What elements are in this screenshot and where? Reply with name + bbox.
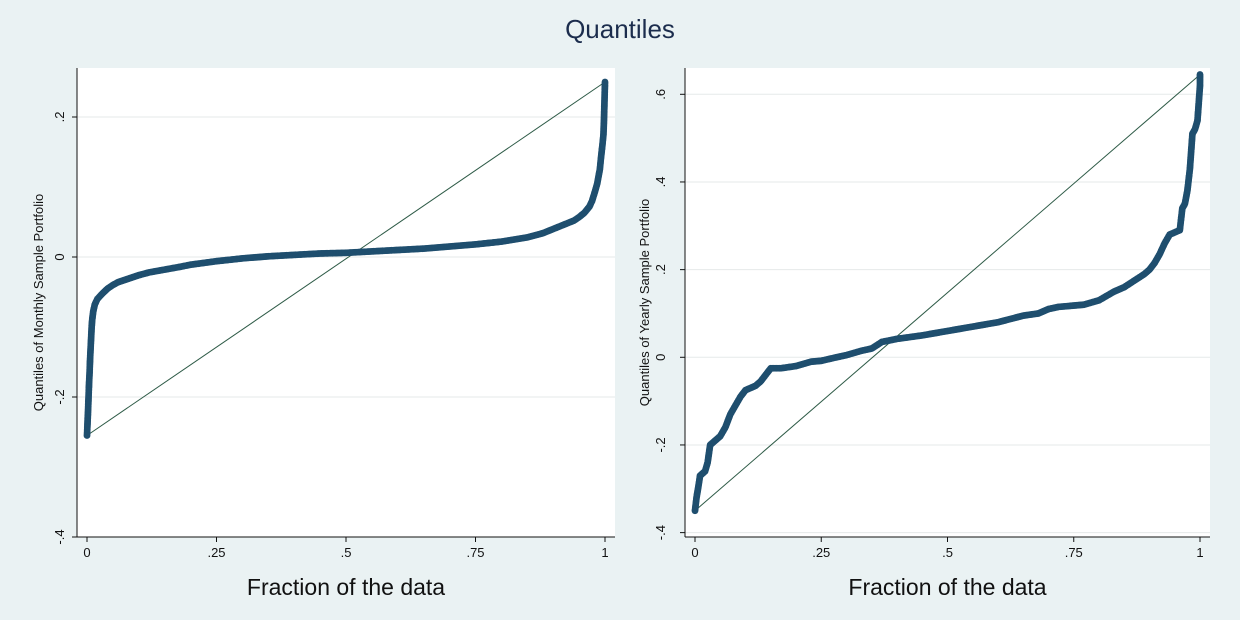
x-tick-label: .5 [942, 545, 953, 560]
y-tick-label: 0 [653, 354, 668, 361]
reference-line [86, 81, 606, 436]
y-tick-label: .2 [653, 264, 668, 275]
y-axis-title: Quantiles of Monthly Sample Portfolio [31, 194, 46, 412]
x-tick-label: .75 [1065, 545, 1083, 560]
reference-line [694, 74, 1201, 512]
quantile-point [1196, 71, 1204, 78]
x-axis-title: Fraction of the data [247, 574, 445, 600]
plot-area [77, 68, 615, 537]
y-tick-label: .2 [52, 112, 67, 123]
y-tick-label: -.4 [52, 529, 67, 544]
x-tick-label: .75 [466, 545, 484, 560]
x-tick-label: .25 [812, 545, 830, 560]
quantile-markers [691, 71, 1204, 515]
x-axis-title: Fraction of the data [848, 574, 1046, 600]
quantile-point [601, 78, 609, 86]
y-axis-title: Quantiles of Yearly Sample Portfolio [637, 199, 652, 406]
quantile-markers [83, 78, 609, 439]
x-tick-label: 1 [1196, 545, 1203, 560]
y-tick-label: -.4 [653, 525, 668, 540]
chart-panel-1: -.4 -.2 0 .2 0 .25 .5 .75 1 Quantiles of Monthly … [31, 68, 615, 600]
chart-panel-2: -.4 -.2 0 .2 .4 .6 0 .25 .5 .75 1 Quantiles of Year… [637, 68, 1210, 600]
x-tick-label: 0 [83, 545, 90, 560]
y-tick-label: .6 [653, 89, 668, 100]
y-tick-label: 0 [52, 253, 67, 260]
x-tick-label: .5 [341, 545, 352, 560]
x-tick-label: 1 [601, 545, 608, 560]
x-tick-label: 0 [691, 545, 698, 560]
figure-title: Quantiles [565, 14, 675, 44]
y-tick-label: -.2 [653, 437, 668, 452]
plot-area [685, 68, 1210, 537]
y-tick-label: .4 [653, 177, 668, 188]
y-tick-label: -.2 [52, 389, 67, 404]
x-tick-label: .25 [207, 545, 225, 560]
